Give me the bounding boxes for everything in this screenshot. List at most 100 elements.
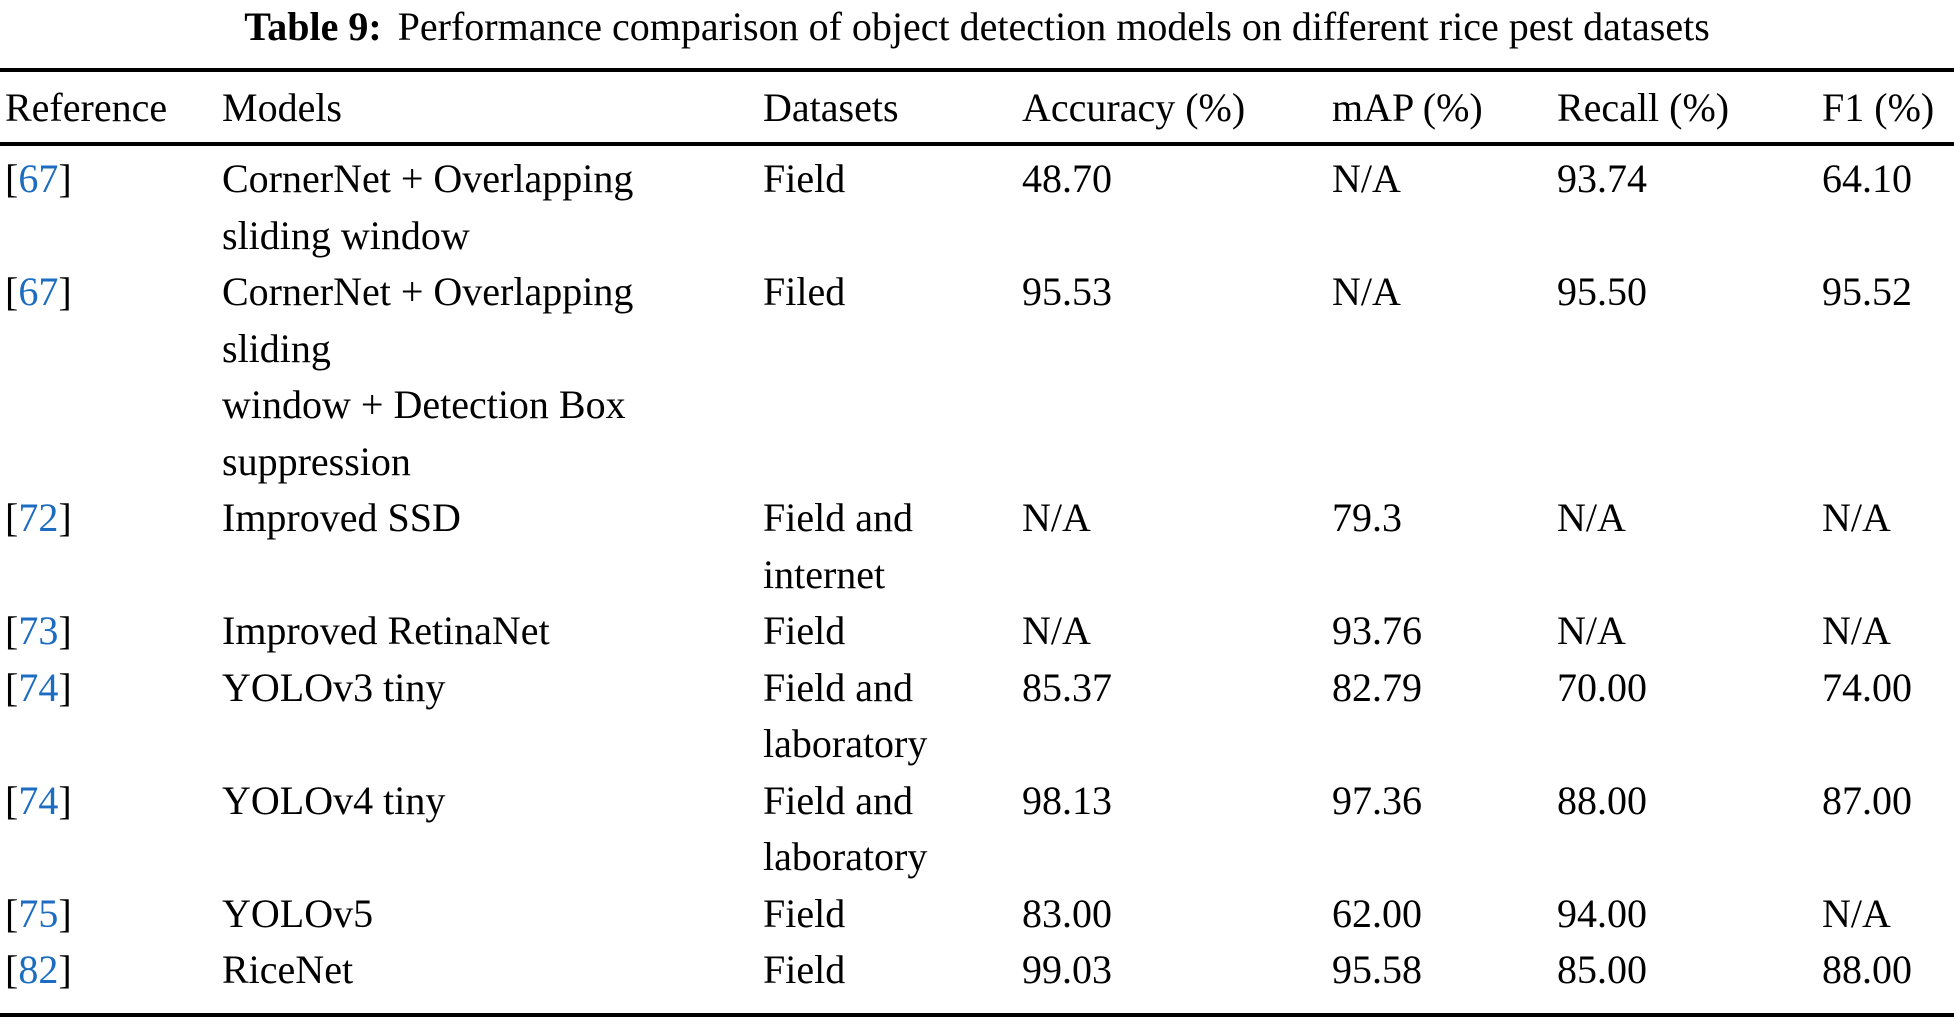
recall-cell: 88.00: [1557, 777, 1647, 823]
results-table: Reference Models Datasets Accuracy (%) m…: [0, 68, 1954, 1017]
f1-cell: N/A: [1822, 608, 1891, 653]
datasets-cell: Field and laboratory: [763, 664, 928, 767]
f1-cell: 64.10: [1822, 156, 1912, 201]
f1-cell: N/A: [1822, 890, 1891, 936]
model-cell: YOLOv4 tiny: [222, 777, 446, 823]
accuracy-cell: 83.00: [1022, 890, 1112, 936]
citation-link[interactable]: 73: [18, 608, 59, 653]
map-cell: 93.76: [1332, 608, 1422, 653]
table-row: [74] YOLOv4 tiny Field and laboratory 98…: [0, 773, 1954, 886]
citation-bracket-close: ]: [58, 664, 72, 710]
table-caption: Table 9: Performance comparison of object…: [0, 0, 1954, 68]
map-cell: 82.79: [1332, 664, 1422, 710]
citation-link[interactable]: 82: [18, 947, 59, 992]
reference-cell: [74]: [0, 773, 222, 886]
datasets-cell: Field: [763, 156, 846, 201]
reference-cell: [72]: [0, 490, 222, 603]
f1-cell: 87.00: [1822, 777, 1912, 823]
model-cell: RiceNet: [222, 947, 354, 992]
f1-cell: 88.00: [1822, 947, 1912, 992]
f1-cell: 74.00: [1822, 664, 1912, 710]
table-caption-text: Performance comparison of object detecti…: [397, 4, 1710, 49]
recall-cell: 85.00: [1557, 947, 1647, 992]
citation-link[interactable]: 67: [18, 156, 59, 201]
recall-cell: 94.00: [1557, 890, 1647, 936]
citation-bracket-open: [: [5, 947, 19, 992]
citation-link[interactable]: 74: [18, 664, 59, 710]
datasets-cell: Field and internet: [763, 495, 913, 597]
citation-bracket-open: [: [5, 664, 19, 710]
accuracy-cell: 95.53: [1022, 269, 1112, 314]
model-cell: YOLOv5: [222, 890, 374, 936]
citation-link[interactable]: 72: [18, 495, 59, 540]
model-cell: Improved RetinaNet: [222, 608, 550, 653]
col-header-map: mAP (%): [1332, 84, 1483, 130]
table-row: [67] CornerNet + Overlapping sliding win…: [0, 144, 1954, 264]
col-header-datasets: Datasets: [763, 84, 899, 130]
map-cell: N/A: [1332, 269, 1401, 314]
col-header-f1: F1 (%): [1822, 84, 1935, 130]
col-header-reference: Reference: [5, 84, 168, 130]
accuracy-cell: 48.70: [1022, 156, 1112, 201]
recall-cell: N/A: [1557, 495, 1626, 540]
table-header: Reference Models Datasets Accuracy (%) m…: [0, 70, 1954, 144]
recall-cell: 95.50: [1557, 269, 1647, 314]
citation-bracket-close: ]: [58, 495, 72, 540]
recall-cell: N/A: [1557, 608, 1626, 653]
citation-link[interactable]: 67: [18, 269, 59, 314]
reference-cell: [82]: [0, 942, 222, 1015]
citation-bracket-close: ]: [58, 608, 72, 653]
table-row: [73] Improved RetinaNet Field N/A 93.76 …: [0, 603, 1954, 660]
map-cell: N/A: [1332, 156, 1401, 201]
reference-cell: [67]: [0, 264, 222, 490]
col-header-models: Models: [222, 84, 342, 130]
citation-bracket-close: ]: [58, 269, 72, 314]
datasets-cell: Filed: [763, 269, 846, 314]
citation-bracket-close: ]: [58, 156, 72, 201]
citation-bracket-open: [: [5, 890, 19, 936]
col-header-accuracy: Accuracy (%): [1022, 84, 1246, 130]
datasets-cell: Field: [763, 947, 846, 992]
accuracy-cell: N/A: [1022, 608, 1091, 653]
f1-cell: N/A: [1822, 495, 1891, 540]
datasets-cell: Field: [763, 890, 846, 936]
datasets-cell: Field: [763, 608, 846, 653]
recall-cell: 70.00: [1557, 664, 1647, 710]
table-row: [75] YOLOv5 Field 83.00 62.00 94.00 N/A: [0, 886, 1954, 943]
reference-cell: [73]: [0, 603, 222, 660]
model-cell: YOLOv3 tiny: [222, 664, 446, 710]
table-caption-label: Table 9:: [244, 4, 382, 49]
accuracy-cell: 99.03: [1022, 947, 1112, 992]
recall-cell: 93.74: [1557, 156, 1647, 201]
table-row: [74] YOLOv3 tiny Field and laboratory 85…: [0, 660, 1954, 773]
map-cell: 79.3: [1332, 495, 1402, 540]
model-cell: CornerNet + Overlapping sliding window: [222, 156, 634, 258]
map-cell: 95.58: [1332, 947, 1422, 992]
datasets-cell: Field and laboratory: [763, 777, 928, 880]
f1-cell: 95.52: [1822, 269, 1912, 314]
table-body: [67] CornerNet + Overlapping sliding win…: [0, 144, 1954, 1015]
citation-bracket-open: [: [5, 269, 19, 314]
model-cell: CornerNet + Overlapping sliding window +…: [222, 269, 634, 484]
reference-cell: [75]: [0, 886, 222, 943]
citation-bracket-close: ]: [58, 890, 72, 936]
citation-bracket-close: ]: [58, 777, 72, 823]
table-row: [67] CornerNet + Overlapping sliding win…: [0, 264, 1954, 490]
citation-bracket-close: ]: [58, 947, 72, 992]
citation-bracket-open: [: [5, 495, 19, 540]
model-cell: Improved SSD: [222, 495, 461, 540]
citation-link[interactable]: 75: [18, 890, 59, 936]
col-header-recall: Recall (%): [1557, 84, 1730, 130]
map-cell: 62.00: [1332, 890, 1422, 936]
citation-bracket-open: [: [5, 156, 19, 201]
reference-cell: [67]: [0, 144, 222, 264]
citation-bracket-open: [: [5, 777, 19, 823]
citation-link[interactable]: 74: [18, 777, 59, 823]
table-row: [72] Improved SSD Field and internet N/A…: [0, 490, 1954, 603]
citation-bracket-open: [: [5, 608, 19, 653]
accuracy-cell: N/A: [1022, 495, 1091, 540]
reference-cell: [74]: [0, 660, 222, 773]
map-cell: 97.36: [1332, 777, 1422, 823]
header-row: Reference Models Datasets Accuracy (%) m…: [0, 70, 1954, 144]
